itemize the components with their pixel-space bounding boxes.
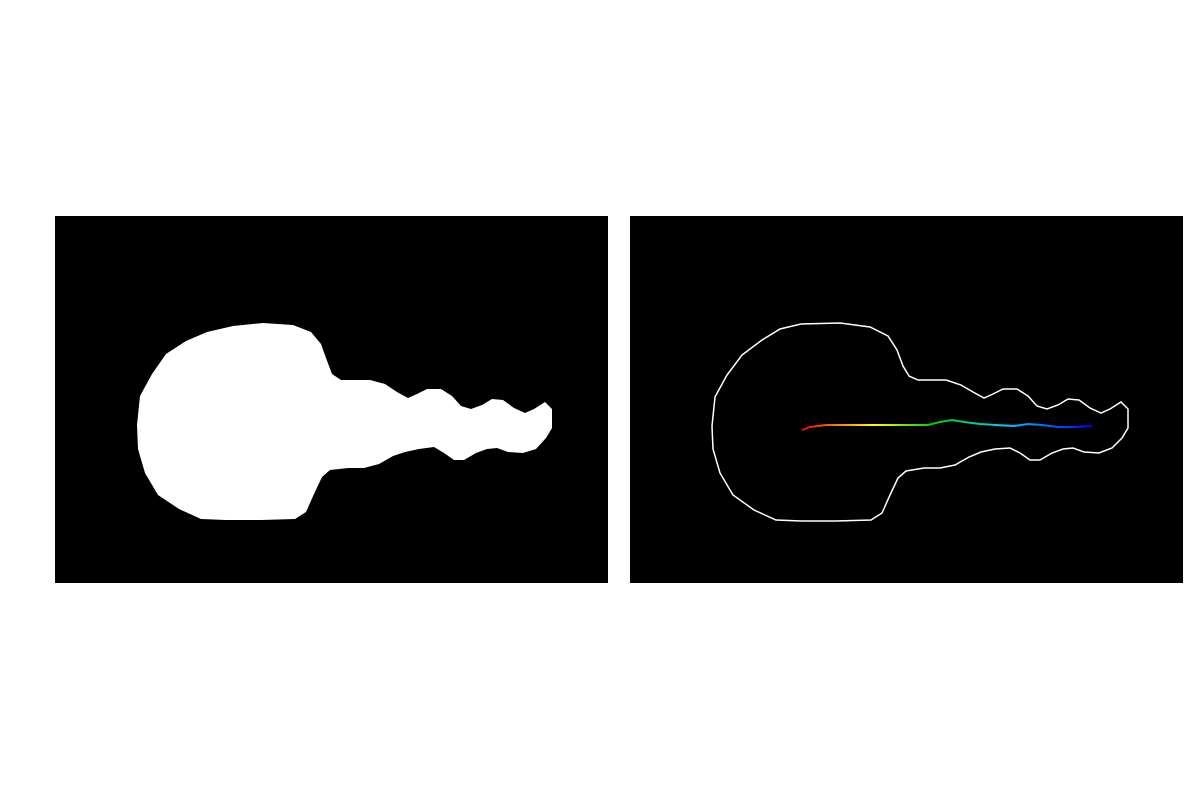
key-silhouette	[137, 323, 552, 520]
contour-image	[630, 216, 1183, 583]
centerline-skeleton	[801, 418, 1093, 431]
mask-panel	[55, 216, 608, 583]
contour-panel	[630, 216, 1183, 583]
key-outline	[711, 322, 1129, 522]
mask-image	[55, 216, 608, 583]
